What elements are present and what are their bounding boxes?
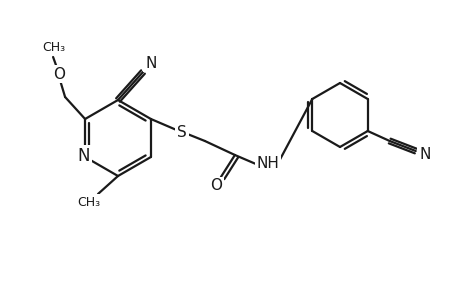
Text: N: N bbox=[78, 147, 90, 165]
Text: N: N bbox=[145, 56, 157, 70]
Text: CH₃: CH₃ bbox=[77, 196, 101, 208]
Text: O: O bbox=[209, 178, 221, 194]
Text: N: N bbox=[418, 146, 430, 161]
Text: S: S bbox=[177, 124, 186, 140]
Text: NH: NH bbox=[256, 155, 279, 170]
Text: CH₃: CH₃ bbox=[42, 40, 66, 53]
Text: O: O bbox=[53, 67, 65, 82]
